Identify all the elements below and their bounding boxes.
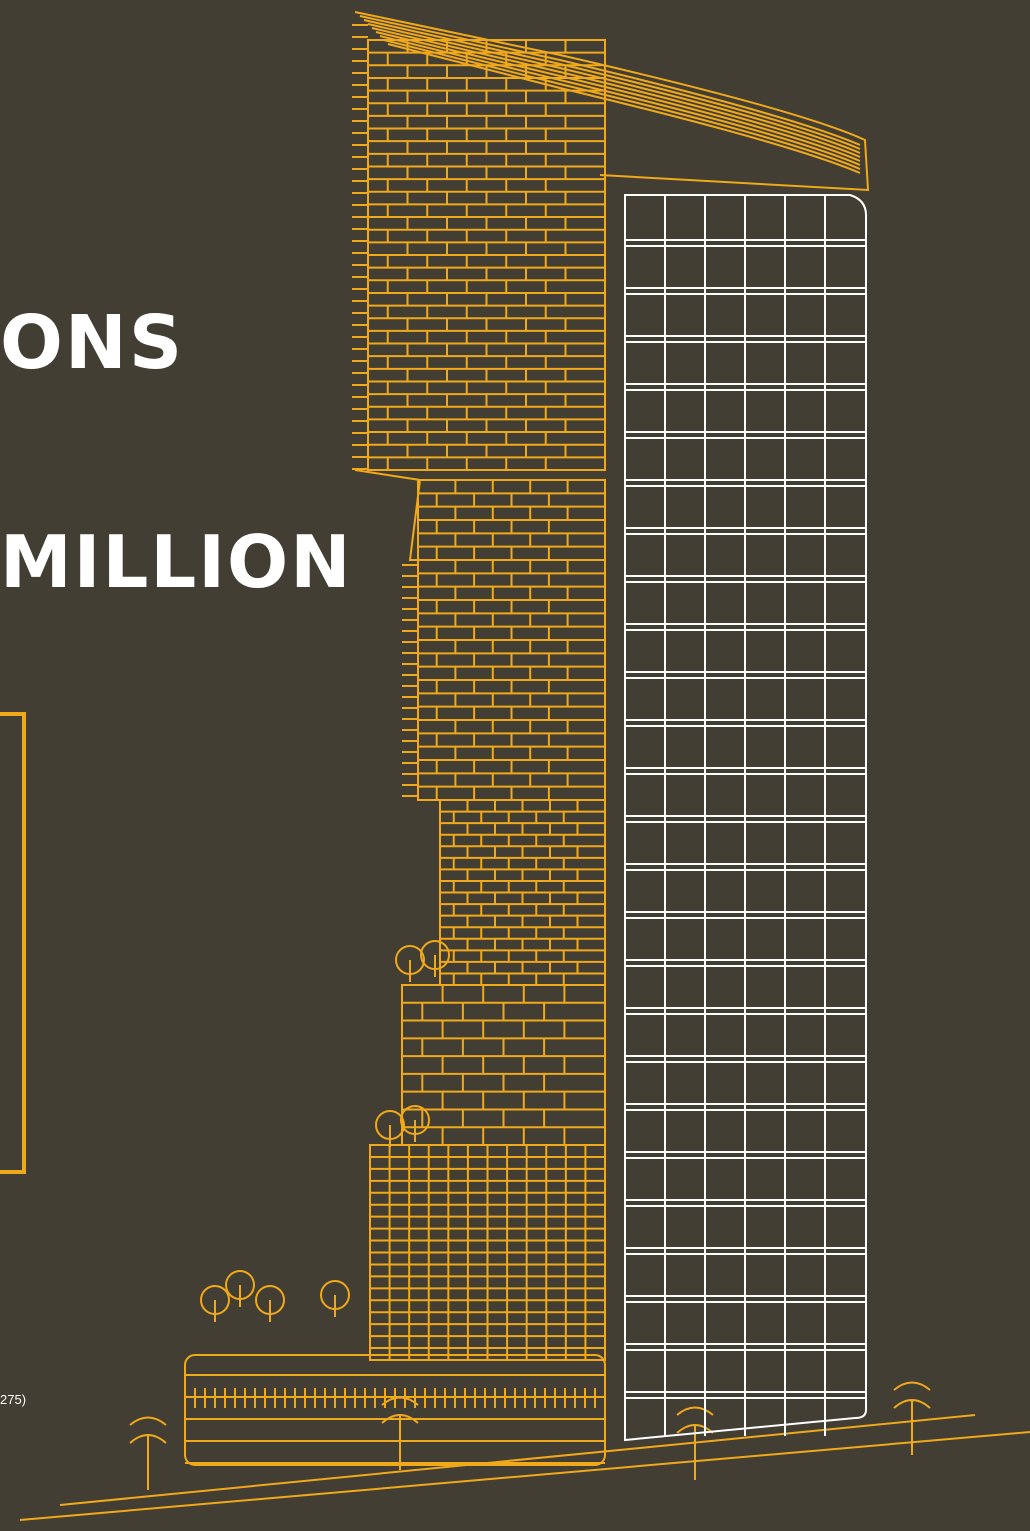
mid-step (354, 469, 422, 561)
roof-line (379, 35, 861, 166)
upper-block-grid (368, 40, 605, 470)
white-tower-outline (624, 194, 867, 1442)
roof-line (363, 19, 861, 150)
roof-line (375, 31, 861, 162)
lower-block-a-grid (440, 800, 605, 985)
roof-line (367, 23, 861, 154)
headline-bottom: MILLION (0, 520, 353, 604)
roof-line (359, 15, 861, 146)
ground-line (59, 1414, 976, 1506)
mid-block-grid (418, 480, 605, 800)
ground-line (19, 1431, 1030, 1521)
accent-frame (0, 712, 26, 1174)
roof-outline (354, 11, 870, 192)
footnote: 275) (0, 1392, 27, 1407)
roof-line (387, 43, 861, 174)
headline-top: ONS (0, 300, 185, 386)
roof-line (383, 39, 861, 170)
roof-line (371, 27, 861, 158)
podium (184, 1354, 606, 1466)
lower-block-c-grid (370, 1145, 605, 1360)
lower-block-b-grid (402, 985, 605, 1145)
